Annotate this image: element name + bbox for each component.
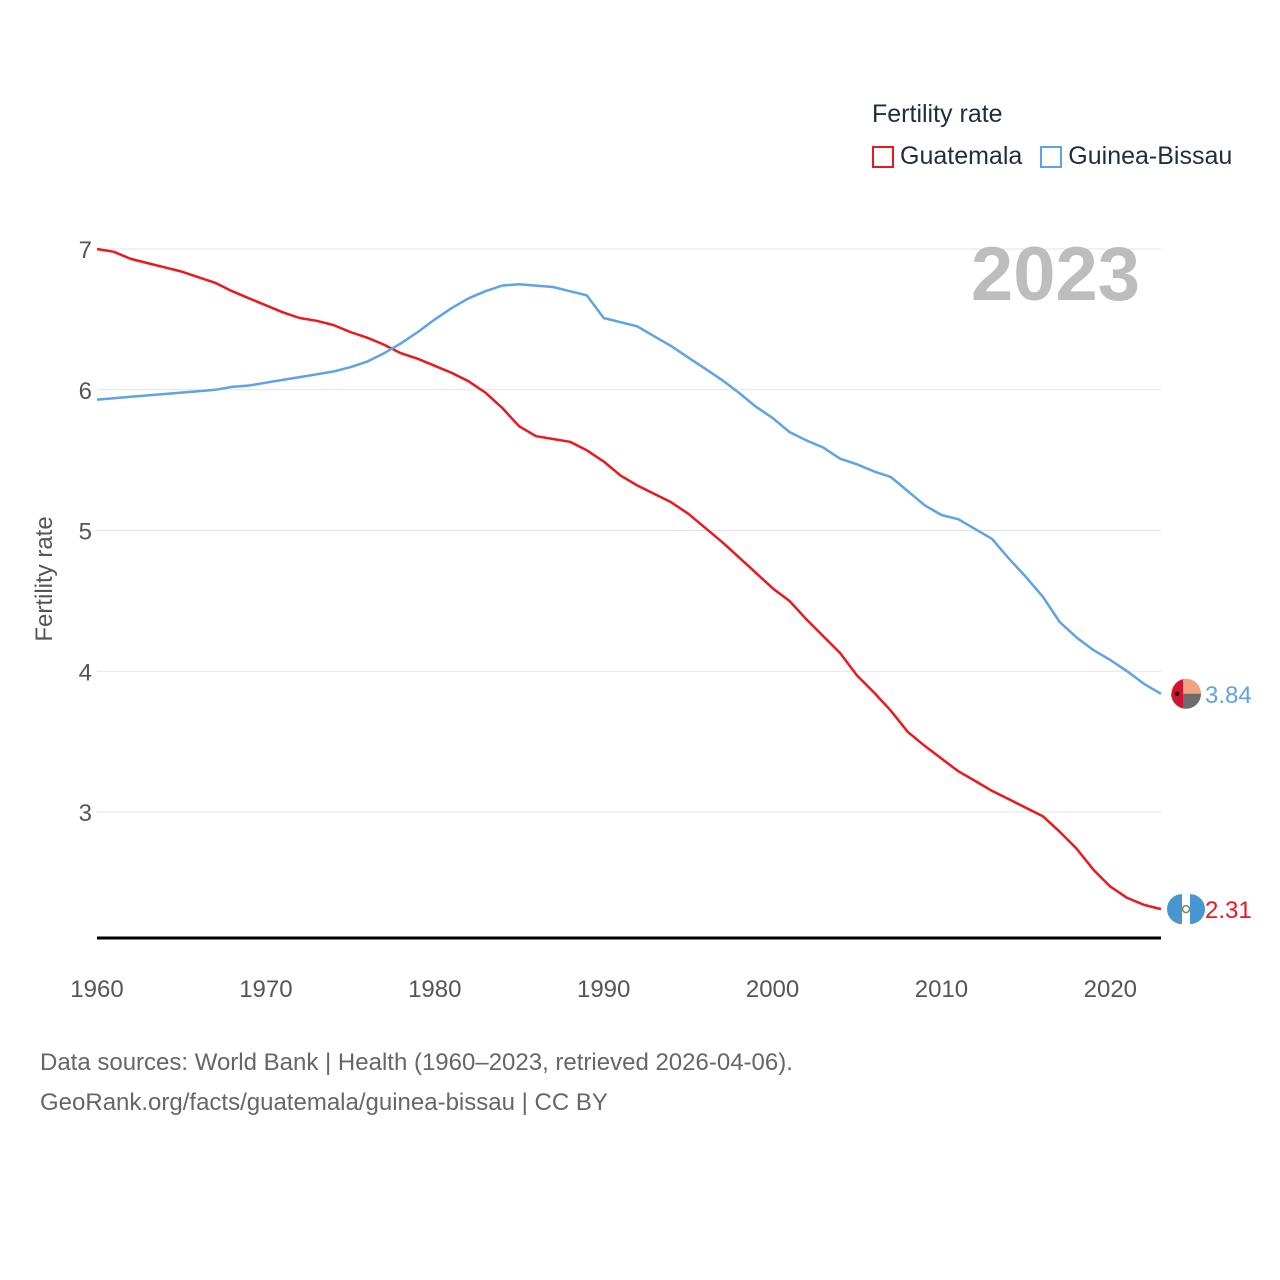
end-value-label-guinea-bissau: 3.84 — [1205, 682, 1252, 709]
flag-icon-guinea-bissau — [1171, 678, 1201, 709]
legend-label-guinea-bissau: Guinea-Bissau — [1068, 142, 1233, 170]
x-tick-label: 2010 — [915, 976, 968, 1003]
series-line-guinea-bissau[interactable] — [96, 282, 1162, 695]
series-group — [96, 247, 1162, 911]
end-value-label-guatemala: 2.31 — [1205, 897, 1252, 924]
x-tick-label: 1960 — [70, 976, 123, 1003]
y-axis-label: Fertility rate — [31, 516, 58, 641]
series-line-guatemala[interactable] — [96, 247, 1162, 911]
y-tick-label: 3 — [79, 800, 92, 827]
flag-icon-guatemala — [1167, 894, 1205, 925]
legend-item-guinea-bissau[interactable]: Guinea-Bissau — [1040, 142, 1232, 171]
legend-swatch-guinea-bissau — [1040, 145, 1063, 168]
year-watermark: 2023 — [971, 232, 1140, 317]
y-tick-label: 5 — [79, 519, 92, 546]
x-tick-label: 1980 — [408, 976, 461, 1003]
legend-title: Fertility rate — [872, 100, 1003, 128]
legend-swatch-guatemala — [872, 145, 894, 168]
attribution-link[interactable]: GeoRank.org/facts/guatemala/guinea-bissa… — [40, 1089, 608, 1116]
legend: Guatemala Guinea-Bissau — [872, 142, 1250, 171]
x-tick-label: 1970 — [239, 976, 292, 1003]
y-tick-label: 4 — [79, 659, 92, 686]
legend-label-guatemala: Guatemala — [900, 142, 1023, 170]
footer: Data sources: World Bank | Health (1960–… — [40, 1043, 793, 1123]
end-markers: 2.31 3.84 — [1167, 678, 1252, 925]
y-tick-label: 7 — [79, 237, 92, 264]
y-tick-label: 6 — [79, 378, 92, 405]
grid-lines — [97, 248, 1161, 813]
data-source-note: Data sources: World Bank | Health (1960–… — [40, 1049, 793, 1076]
x-tick-label: 1990 — [577, 976, 630, 1003]
x-tick-label: 2000 — [746, 976, 799, 1003]
x-tick-label: 2020 — [1084, 976, 1137, 1003]
x-axis-ticks: 1960 1970 1980 1990 2000 2010 2020 — [70, 976, 1137, 1003]
y-axis-ticks: 3 4 5 6 7 — [79, 237, 92, 827]
legend-item-guatemala[interactable]: Guatemala — [872, 142, 1022, 171]
